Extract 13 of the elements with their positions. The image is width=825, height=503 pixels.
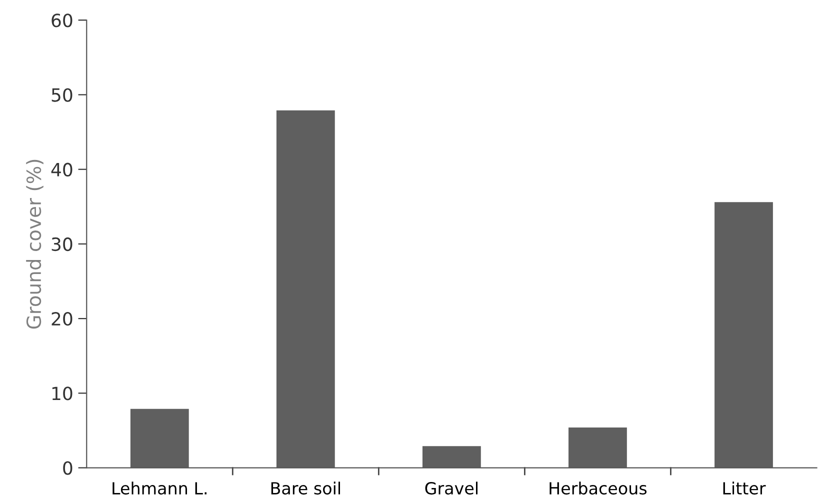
y-tick-label: 40 [51, 162, 72, 176]
y-tick-label: 30 [52, 237, 72, 252]
x-tick-label: Bare soil [271, 482, 340, 495]
y-tick-label: 50 [52, 88, 72, 102]
y-tick-label: 20 [52, 312, 72, 326]
x-tick-label: Litter [723, 482, 766, 495]
y-tick-label: 0 [63, 461, 72, 475]
y-tick-label: 60 [52, 14, 72, 28]
x-tick-label: Lehmann L. [112, 482, 206, 495]
x-tick-label: Gravel [425, 482, 478, 495]
y-tick-label: 10 [52, 386, 72, 400]
y-axis-title: Ground cover (%) [26, 160, 44, 329]
x-tick-label: Herbaceous [550, 482, 647, 495]
